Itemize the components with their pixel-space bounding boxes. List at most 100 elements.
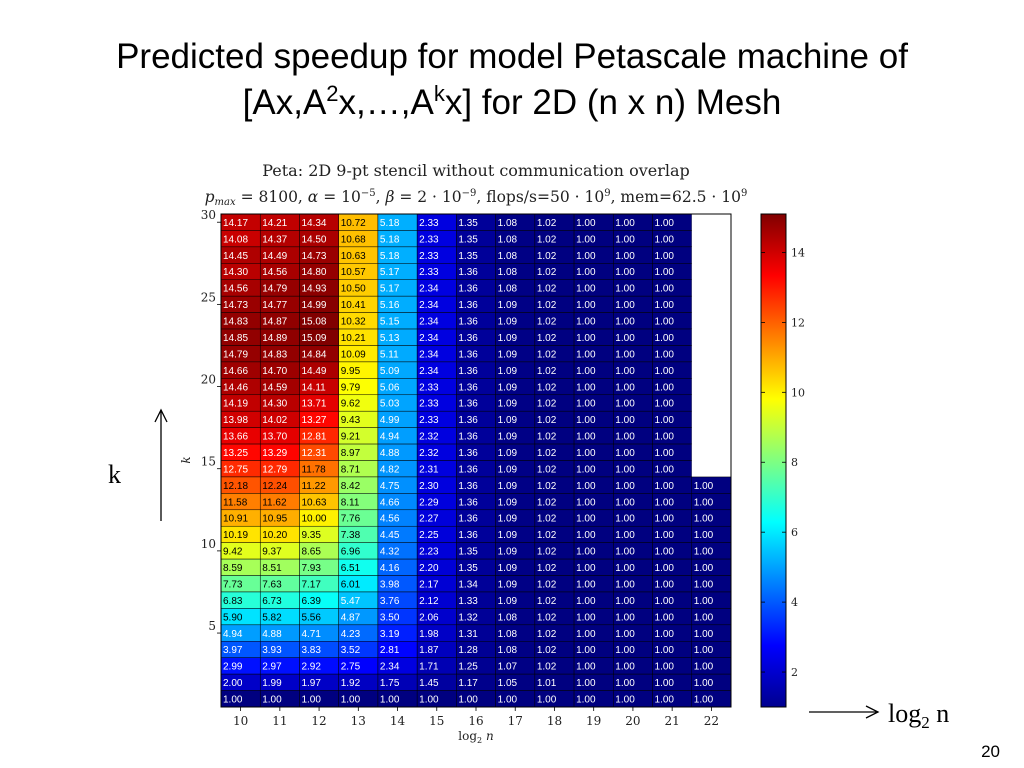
- cell-value-label: 1.17: [458, 678, 478, 689]
- cell-value-label: 14.79: [223, 349, 248, 360]
- cell-value-label: 1.02: [537, 218, 557, 229]
- cell-value-label: 10.72: [341, 218, 366, 229]
- cell-value-label: 2.34: [419, 300, 439, 311]
- cell-value-label: 14.49: [301, 366, 326, 377]
- title-line-1: Predicted speedup for model Petascale ma…: [116, 37, 908, 76]
- cell-value-label: 1.34: [458, 579, 478, 590]
- cell-value-label: 1.36: [458, 399, 478, 410]
- cell-value-label: 1.09: [498, 563, 518, 574]
- cell-value-label: 2.75: [341, 662, 361, 673]
- cell-value-label: 1.36: [458, 432, 478, 443]
- cell-value-label: 1.02: [537, 497, 557, 508]
- cell-value-label: 1.71: [419, 662, 439, 673]
- cell-value-label: 1.00: [694, 629, 714, 640]
- cell-value-label: 2.31: [419, 464, 439, 475]
- colorbar-tick-label: 2: [791, 666, 798, 679]
- log-arrow-head-icon: [865, 705, 880, 719]
- cell-value-label: 7.17: [301, 579, 321, 590]
- x-tick-label: 20: [625, 714, 640, 728]
- colorbar-tick-label: 8: [791, 456, 798, 469]
- cell-value-label: 2.12: [419, 596, 439, 607]
- cell-value-label: 1.36: [458, 317, 478, 328]
- heatmap-cell-empty: [691, 230, 731, 247]
- cell-value-label: 1.09: [498, 317, 518, 328]
- cell-value-label: 1.00: [655, 662, 675, 673]
- cell-value-label: 12.24: [262, 481, 287, 492]
- cell-value-label: 2.92: [301, 662, 321, 673]
- cell-value-label: 2.33: [419, 267, 439, 278]
- cell-value-label: 1.31: [458, 629, 478, 640]
- cell-value-label: 5.09: [380, 366, 400, 377]
- cell-value-label: 1.00: [576, 382, 596, 393]
- cell-value-label: 1.28: [458, 645, 478, 656]
- cell-value-label: 11.78: [301, 464, 326, 475]
- cell-value-label: 14.21: [262, 218, 287, 229]
- cell-value-label: 1.00: [576, 678, 596, 689]
- cell-value-label: 4.71: [301, 629, 321, 640]
- cell-value-label: 13.25: [223, 448, 248, 459]
- cell-value-label: 1.00: [615, 678, 635, 689]
- cell-value-label: 14.30: [223, 267, 248, 278]
- cell-value-label: 2.34: [419, 284, 439, 295]
- cell-value-label: 13.70: [262, 432, 287, 443]
- cell-value-label: 1.02: [537, 300, 557, 311]
- cell-value-label: 1.92: [341, 678, 361, 689]
- cell-value-label: 1.00: [615, 547, 635, 558]
- cell-value-label: 1.00: [615, 662, 635, 673]
- cell-value-label: 1.00: [615, 415, 635, 426]
- heatmap-cell-empty: [691, 411, 731, 428]
- cell-value-label: 1.00: [615, 366, 635, 377]
- cell-value-label: 14.46: [223, 382, 248, 393]
- cell-value-label: 1.09: [498, 514, 518, 525]
- cell-value-label: 3.52: [341, 645, 361, 656]
- heatmap-cell-empty: [691, 263, 731, 280]
- cell-value-label: 2.34: [419, 349, 439, 360]
- cell-value-label: 1.00: [615, 497, 635, 508]
- cell-value-label: 5.15: [380, 317, 400, 328]
- y-tick-label: 10: [201, 537, 216, 551]
- cell-value-label: 1.00: [576, 415, 596, 426]
- cell-value-label: 1.00: [655, 399, 675, 410]
- cell-value-label: 1.00: [655, 300, 675, 311]
- cell-value-label: 1.00: [576, 333, 596, 344]
- y-axis-label: k: [179, 456, 193, 463]
- cell-value-label: 12.79: [262, 464, 287, 475]
- cell-value-label: 1.00: [615, 300, 635, 311]
- cell-value-label: 14.66: [223, 366, 248, 377]
- cell-value-label: 1.00: [655, 547, 675, 558]
- cell-value-label: 14.56: [262, 267, 287, 278]
- cell-value-label: 1.00: [655, 284, 675, 295]
- cell-value-label: 3.83: [301, 645, 321, 656]
- cell-value-label: 1.08: [498, 629, 518, 640]
- cell-value-label: 6.51: [341, 563, 361, 574]
- cell-value-label: 14.84: [301, 349, 326, 360]
- colorbar-tick-label: 12: [791, 316, 805, 329]
- cell-value-label: 14.34: [301, 218, 326, 229]
- cell-value-label: 1.00: [576, 547, 596, 558]
- cell-value-label: 1.00: [615, 579, 635, 590]
- k-arrow-head-icon: [154, 408, 168, 423]
- cell-value-label: 1.75: [380, 678, 400, 689]
- cell-value-label: 13.66: [223, 432, 248, 443]
- heatmap-cell-empty: [691, 246, 731, 264]
- cell-value-label: 10.09: [341, 349, 366, 360]
- cell-value-label: 1.00: [655, 218, 675, 229]
- cell-value-label: 10.63: [301, 497, 326, 508]
- cell-value-label: 13.98: [223, 415, 248, 426]
- cell-value-label: 12.18: [223, 481, 248, 492]
- cell-value-label: 14.93: [301, 284, 326, 295]
- cell-value-label: 1.00: [615, 530, 635, 541]
- cell-value-label: 1.00: [655, 514, 675, 525]
- cell-value-label: 1.00: [576, 596, 596, 607]
- cell-value-label: 1.02: [537, 481, 557, 492]
- cell-value-label: 1.36: [458, 464, 478, 475]
- cell-value-label: 1.00: [576, 366, 596, 377]
- cell-value-label: 1.00: [576, 645, 596, 656]
- cell-value-label: 1.00: [655, 612, 675, 623]
- cell-value-label: 5.13: [380, 333, 400, 344]
- cell-value-label: 14.87: [262, 317, 287, 328]
- cell-value-label: 1.09: [498, 300, 518, 311]
- cell-value-label: 1.08: [498, 612, 518, 623]
- cell-value-label: 8.51: [262, 563, 282, 574]
